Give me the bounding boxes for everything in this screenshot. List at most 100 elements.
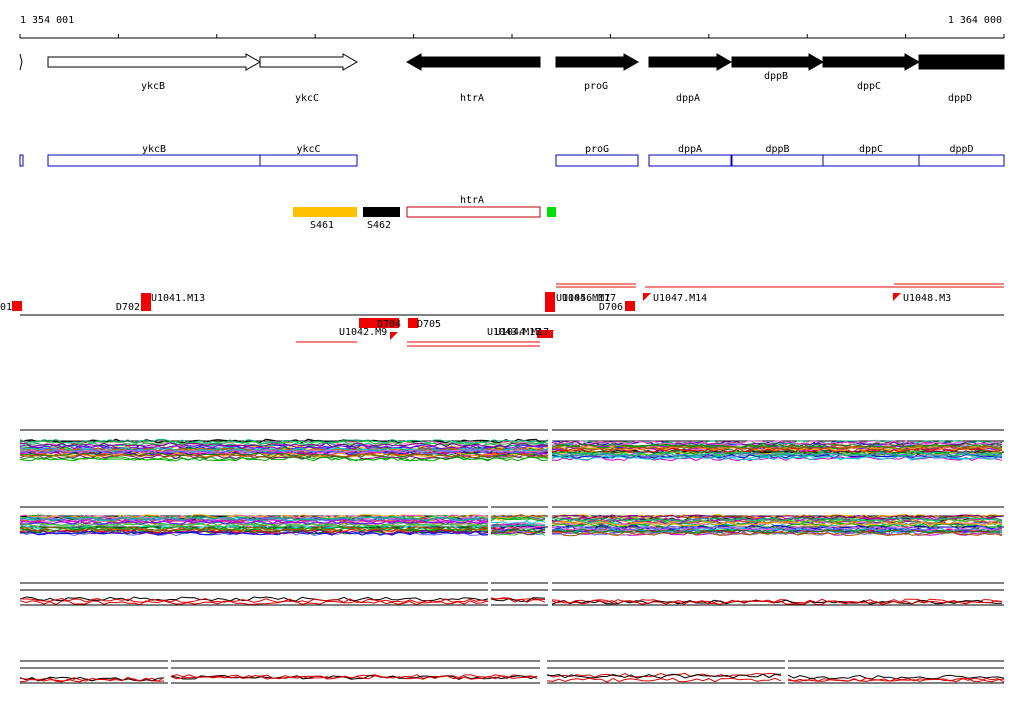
expression-trace xyxy=(551,531,1003,537)
feature xyxy=(363,207,400,217)
probe-label: D702 xyxy=(116,302,140,313)
expression-trace xyxy=(19,449,549,455)
expression-trace xyxy=(787,677,1005,683)
expression-trace xyxy=(490,532,546,536)
expression-trace xyxy=(19,597,489,603)
cds-label: ykcC xyxy=(296,144,320,155)
probe-block xyxy=(141,293,151,311)
gene-arrow xyxy=(822,53,921,71)
expression-trace xyxy=(490,528,546,534)
probe-label: U1042.M9 xyxy=(339,327,387,338)
expression-trace xyxy=(19,522,489,528)
tracks: 1 354 001 1 364 000 ykcB ykcC htrA proG dppA dp… xyxy=(0,15,1005,684)
cds-box xyxy=(822,154,920,167)
probe-label: D706 xyxy=(599,302,623,313)
expression-trace xyxy=(787,674,1005,680)
expression-trace xyxy=(19,438,549,444)
expression-trace xyxy=(551,599,1003,605)
expression-trace xyxy=(490,519,546,525)
probe-label: U1041.M13 xyxy=(151,293,205,304)
feature xyxy=(406,206,541,218)
expression-trace xyxy=(19,600,489,606)
probe-label: D705 xyxy=(417,319,441,330)
probe-block xyxy=(359,318,399,328)
cds-label: proG xyxy=(585,144,609,155)
probe-block xyxy=(12,301,22,311)
gene-arrow xyxy=(405,53,541,71)
ruler-start: 1 354 001 xyxy=(20,15,74,26)
gene-label: dppB xyxy=(764,71,788,82)
probe-flag xyxy=(545,293,553,301)
probe-block xyxy=(625,301,635,311)
probe-flag xyxy=(893,293,901,301)
probe-label: U1045.M17 xyxy=(556,293,610,304)
expression-trace xyxy=(551,455,1003,461)
expression-trace xyxy=(19,442,549,448)
cds-label: dppA xyxy=(678,144,702,155)
probe-flag xyxy=(546,330,554,338)
cds-box xyxy=(259,154,358,167)
cds-box xyxy=(47,154,261,167)
probe-label: U1048.M3 xyxy=(903,293,951,304)
feature-label: S461 xyxy=(310,220,334,231)
gene-label: dppD xyxy=(948,93,972,104)
probe-label: D704 xyxy=(377,319,401,330)
expression-trace xyxy=(551,518,1003,524)
cds-box xyxy=(918,154,1005,167)
expression-trace xyxy=(19,521,489,527)
expression-trace xyxy=(491,530,546,535)
cds-box xyxy=(555,154,639,167)
gene-arrow xyxy=(731,53,825,71)
expression-trace xyxy=(551,521,1003,527)
expression-trace xyxy=(546,673,781,679)
gene-arrow xyxy=(47,53,262,71)
expression-trace xyxy=(546,677,782,683)
expression-trace xyxy=(551,440,1003,446)
cds-box xyxy=(648,154,732,167)
expression-trace xyxy=(20,526,489,532)
gene-arrow xyxy=(648,53,733,71)
expression-trace xyxy=(490,516,546,522)
expression-trace xyxy=(19,516,489,522)
expression-trace xyxy=(551,451,1003,457)
probe-label: U1043.M17 xyxy=(487,327,541,338)
cds-label: ykcB xyxy=(142,144,166,155)
expression-trace xyxy=(19,452,549,458)
probe-block xyxy=(408,318,418,328)
probe-label: U1047.M14 xyxy=(653,293,707,304)
cds-box xyxy=(731,154,824,167)
probe-flag xyxy=(142,293,150,301)
expression-trace xyxy=(19,440,549,446)
expression-trace xyxy=(19,444,549,450)
probe-flag xyxy=(643,293,651,301)
gene-label: dppA xyxy=(676,93,700,104)
gene-arrow xyxy=(259,53,359,71)
feature xyxy=(547,207,556,217)
expression-trace xyxy=(490,523,546,529)
expression-trace xyxy=(19,529,489,535)
ruler-end: 1 364 000 xyxy=(948,15,1002,26)
expression-trace xyxy=(490,523,546,527)
expression-trace xyxy=(19,676,165,682)
cds-box xyxy=(19,154,24,167)
expression-trace xyxy=(19,526,489,532)
expression-trace xyxy=(19,526,489,532)
probe-block xyxy=(545,292,555,312)
gene-arrow xyxy=(918,54,1005,70)
probe-block xyxy=(537,330,553,338)
gene-label: htrA xyxy=(460,93,484,104)
feature-label: S462 xyxy=(367,220,391,231)
expression-trace xyxy=(551,525,1003,531)
expression-trace xyxy=(19,522,489,528)
cds-label: dppC xyxy=(859,144,883,155)
probe-label: U1044.M17 xyxy=(495,327,549,338)
gene-label: proG xyxy=(584,81,608,92)
expression-trace xyxy=(551,445,1003,451)
expression-trace xyxy=(551,514,1002,520)
expression-trace xyxy=(19,596,489,602)
gene-label: dppC xyxy=(857,81,881,92)
expression-trace xyxy=(19,456,549,462)
expression-trace xyxy=(170,674,537,680)
feature xyxy=(293,207,357,217)
